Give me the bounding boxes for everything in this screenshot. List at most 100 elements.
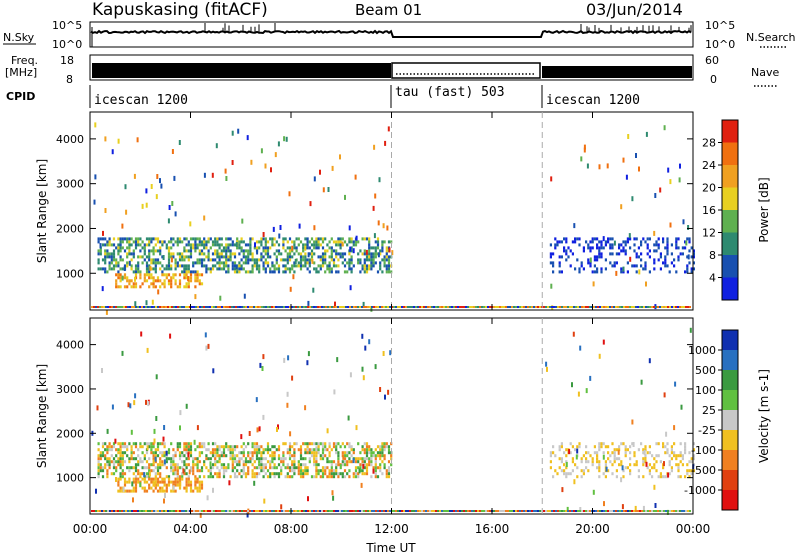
echo-cell (593, 255, 596, 259)
echo-cell (387, 264, 391, 268)
echo-cell (143, 249, 146, 253)
echo-cell (363, 264, 366, 268)
echo-cell (293, 457, 296, 461)
echo-cell (571, 252, 574, 256)
echo-cell (181, 255, 184, 259)
echo-cell (143, 243, 146, 247)
echo-cell (181, 451, 184, 455)
echo-cell (181, 472, 184, 476)
echo-cell (189, 445, 193, 449)
near-range-echo (663, 510, 665, 512)
echo-cell (644, 445, 647, 449)
echo-cell (251, 270, 254, 274)
echo-cell (315, 246, 318, 250)
echo-cell (330, 472, 333, 476)
echo-cell (233, 445, 237, 449)
echo-cell (152, 469, 155, 473)
scatter-echo (606, 163, 609, 169)
echo-cell (231, 457, 234, 461)
near-range-echo (315, 510, 317, 512)
echo-cell (97, 252, 100, 256)
echo-cell (167, 475, 171, 479)
echo-cell (167, 249, 171, 253)
echo-cell (317, 264, 320, 268)
echo-cell (150, 442, 153, 446)
echo-cell (242, 249, 245, 253)
echo-cell (104, 466, 107, 470)
echo-cell (244, 258, 248, 262)
echo-cell (170, 463, 173, 467)
near-range-echo (241, 306, 243, 308)
echo-cell (302, 469, 305, 473)
near-range-echo (297, 510, 299, 512)
echo-cell (330, 252, 333, 256)
echo-cell (368, 237, 371, 241)
near-range-echo (563, 510, 565, 512)
scatter-echo (125, 209, 128, 215)
echo-cell (132, 457, 135, 461)
echo-cell (341, 442, 344, 446)
echo-cell (216, 472, 219, 476)
echo-cell (200, 445, 204, 449)
echo-cell (108, 442, 111, 446)
near-range-echo (221, 510, 223, 512)
echo-cell (348, 264, 351, 268)
echo-cell (372, 264, 375, 268)
echo-cell (648, 463, 651, 467)
echo-cell (613, 454, 616, 458)
echo-cell (115, 246, 118, 250)
echo-cell (365, 267, 369, 271)
echo-cell (123, 264, 127, 268)
echo-cell (185, 267, 188, 271)
echo-cell (240, 445, 243, 449)
echo-cell (591, 240, 594, 244)
echo-cell (387, 448, 391, 452)
near-range-echo (679, 510, 681, 512)
echo-cell (165, 466, 168, 470)
echo-cell (214, 258, 217, 262)
echo-cell (152, 261, 155, 265)
echo-cell (635, 270, 638, 274)
echo-cell (137, 243, 140, 247)
echo-cell (644, 240, 647, 244)
echo-cell (117, 463, 120, 467)
scatter-echo (621, 504, 624, 510)
scatter-echo (150, 184, 153, 189)
y-tick-label: 3000 (56, 178, 84, 191)
echo-cell (383, 445, 386, 449)
echo-cell (260, 243, 263, 247)
echo-cell (178, 255, 182, 259)
echo-cell (282, 264, 285, 268)
echo-cell (317, 237, 320, 241)
echo-cell (110, 267, 113, 271)
echo-cell (200, 480, 204, 484)
near-range-echo (321, 306, 323, 308)
echo-cell (97, 469, 100, 473)
scatter-echo (613, 240, 616, 246)
near-range-echo (511, 510, 513, 512)
near-range-echo (553, 510, 555, 512)
echo-cell (137, 270, 140, 274)
echo-cell (560, 469, 563, 473)
echo-cell (374, 252, 377, 256)
echo-cell (233, 454, 237, 458)
near-range-echo (609, 306, 611, 308)
scatter-echo (667, 167, 670, 173)
near-range-echo (603, 306, 605, 308)
scatter-echo (173, 175, 176, 181)
scatter-echo (179, 481, 182, 487)
echo-cell (282, 258, 285, 262)
scatter-echo (167, 218, 170, 224)
echo-cell (273, 475, 276, 479)
scatter-echo (262, 354, 265, 360)
colorbar-tick-label: 1000 (688, 344, 716, 357)
near-range-echo (429, 510, 431, 512)
near-range-echo (267, 306, 269, 308)
echo-cell (211, 258, 215, 262)
echo-cell (666, 252, 669, 256)
echo-cell (337, 451, 340, 455)
echo-cell (580, 460, 583, 464)
echo-cell (214, 243, 217, 247)
echo-cell (150, 240, 153, 244)
near-range-echo (253, 306, 255, 308)
